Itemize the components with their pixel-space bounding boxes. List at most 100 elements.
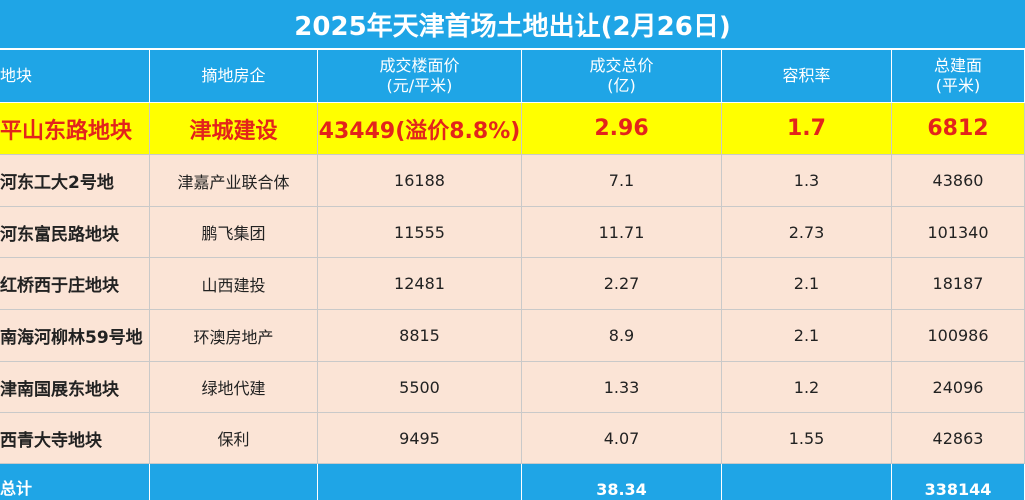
title: 2025年天津首场土地出让(2月26日) <box>0 0 1025 50</box>
cell-text: 11.71 <box>598 222 645 242</box>
data-cell: 红桥西于庄地块 <box>0 258 150 310</box>
cell-text: (亿) <box>607 76 636 95</box>
data-cell: 101340 <box>892 207 1025 258</box>
highlight-cell: 43449(溢价8.8%) <box>318 103 522 155</box>
header-cell: 成交楼面价 (元/平米) <box>318 50 522 103</box>
cell-text: 100986 <box>927 326 989 345</box>
cell-text: 平山东路地块 <box>0 118 133 144</box>
cell-text: 42863 <box>932 428 984 448</box>
cell-text: 1.3 <box>793 171 820 190</box>
cell-text: 1.55 <box>788 428 825 448</box>
cell-text: 8815 <box>399 326 440 345</box>
data-cell: 绿地代建 <box>150 362 318 413</box>
highlight-cell: 2.96 <box>522 103 722 155</box>
cell-text: 338144 <box>924 480 992 499</box>
data-cell: 山西建投 <box>150 258 318 310</box>
cell-text: 保利 <box>217 430 250 449</box>
data-cell: 24096 <box>892 362 1025 413</box>
header-cell: 成交总价 (亿) <box>522 50 722 103</box>
header-cell: 摘地房企 <box>150 50 318 103</box>
data-cell: 7.1 <box>522 155 722 207</box>
header-cell: 容积率 <box>722 50 892 103</box>
data-cell: 2.27 <box>522 258 722 310</box>
cell-text: 12481 <box>394 274 445 293</box>
cell-text: 101340 <box>927 222 989 242</box>
data-cell: 1.55 <box>722 413 892 464</box>
cell-text: 9495 <box>399 428 440 448</box>
data-cell: 18187 <box>892 258 1025 310</box>
data-cell: 42863 <box>892 413 1025 464</box>
data-cell: 环澳房地产 <box>150 310 318 362</box>
data-cell: 5500 <box>318 362 522 413</box>
data-cell: 11555 <box>318 207 522 258</box>
data-cell: 8.9 <box>522 310 722 362</box>
cell-text: 地块 <box>0 66 33 85</box>
cell-text: 津嘉产业联合体 <box>177 172 290 192</box>
cell-text: 绿地代建 <box>201 379 266 398</box>
cell-text: 8.9 <box>608 326 635 345</box>
cell-text: (平米) <box>935 76 981 95</box>
data-cell: 津嘉产业联合体 <box>150 155 318 207</box>
data-cell: 1.3 <box>722 155 892 207</box>
header-cell: 地块 <box>0 50 150 103</box>
data-cell: 南海河柳林59号地 <box>0 310 150 362</box>
data-cell: 保利 <box>150 413 318 464</box>
cell-text: 2.73 <box>788 222 825 242</box>
cell-text: 河东工大2号地 <box>0 173 114 193</box>
total-cell: 38.34 <box>522 464 722 500</box>
cell-text: 1.33 <box>603 377 640 397</box>
cell-text: 津城建设 <box>189 118 278 144</box>
cell-text: 2.27 <box>603 274 640 293</box>
cell-text: 43860 <box>932 171 984 190</box>
data-cell: 河东富民路地块 <box>0 207 150 258</box>
cell-text: 鹏飞集团 <box>201 224 266 243</box>
cell-text: 4.07 <box>603 428 640 448</box>
data-cell: 2.1 <box>722 310 892 362</box>
data-cell: 1.33 <box>522 362 722 413</box>
total-cell <box>150 464 318 500</box>
cell-text: 7.1 <box>608 171 635 190</box>
cell-text: 津南国展东地块 <box>0 379 119 400</box>
data-cell: 4.07 <box>522 413 722 464</box>
cell-text: 总建面 <box>933 56 982 75</box>
cell-text: 2.96 <box>594 116 649 141</box>
cell-text: 山西建投 <box>201 275 266 295</box>
cell-text: 16188 <box>394 171 445 190</box>
cell-text: 1.2 <box>793 377 820 397</box>
data-cell: 1.2 <box>722 362 892 413</box>
cell-text: 38.34 <box>596 480 647 499</box>
cell-text: 6812 <box>927 116 989 141</box>
data-cell: 2.1 <box>722 258 892 310</box>
highlight-cell: 1.7 <box>722 103 892 155</box>
cell-text: 南海河柳林59号地 <box>0 328 143 348</box>
cell-text: 2.1 <box>793 274 820 293</box>
cell-text: 成交总价 <box>589 56 654 75</box>
data-cell: 12481 <box>318 258 522 310</box>
cell-text: 24096 <box>932 377 984 397</box>
data-cell: 2.73 <box>722 207 892 258</box>
total-cell <box>318 464 522 500</box>
data-cell: 鹏飞集团 <box>150 207 318 258</box>
data-cell: 43860 <box>892 155 1025 207</box>
header-cell: 总建面 (平米) <box>892 50 1025 103</box>
data-cell: 11.71 <box>522 207 722 258</box>
cell-text: 摘地房企 <box>201 66 266 85</box>
cell-text: 2.1 <box>793 326 820 345</box>
cell-text: 红桥西于庄地块 <box>0 276 119 296</box>
cell-text: 11555 <box>394 222 445 242</box>
highlight-cell: 平山东路地块 <box>0 103 150 155</box>
cell-text: 容积率 <box>782 66 831 85</box>
data-cell: 9495 <box>318 413 522 464</box>
cell-text: 总计 <box>0 479 33 498</box>
data-cell: 16188 <box>318 155 522 207</box>
data-cell: 西青大寺地块 <box>0 413 150 464</box>
cell-text: 5500 <box>399 377 440 397</box>
total-cell: 338144 <box>892 464 1025 500</box>
data-cell: 河东工大2号地 <box>0 155 150 207</box>
cell-text: 18187 <box>932 274 984 293</box>
data-cell: 8815 <box>318 310 522 362</box>
data-cell: 津南国展东地块 <box>0 362 150 413</box>
total-cell: 总计 <box>0 464 150 500</box>
cell-text: 43449(溢价8.8%) <box>318 118 521 144</box>
